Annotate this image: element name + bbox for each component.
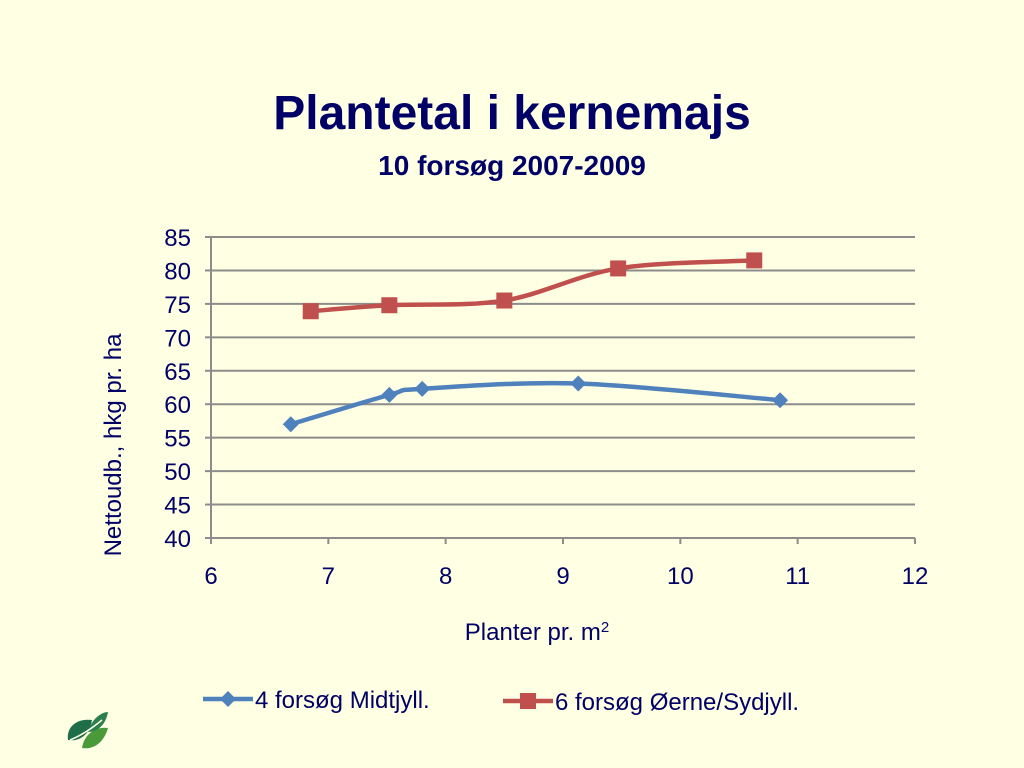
legend-label: 6 forsøg Øerne/Sydjyll.: [555, 689, 799, 716]
y-axis-ticks: 40 45 50 55 60 65 70 75 80 85: [164, 225, 191, 553]
series-2: [302, 252, 763, 320]
data-point: [381, 386, 398, 403]
data-point: [570, 375, 587, 392]
data-point: [381, 297, 398, 314]
slide-title: Plantetal i kernemajs: [273, 87, 751, 140]
x-tick-label: 11: [785, 563, 810, 590]
y-axis-label: Nettoudb., hkg pr. ha: [100, 333, 127, 556]
legend-label: 4 forsøg Midtjyll.: [255, 687, 430, 714]
series-1: [282, 375, 789, 433]
x-axis-label-superscript: 2: [601, 619, 609, 636]
legend: 4 forsøg Midtjyll. 6 forsøg Øerne/Sydjyll…: [203, 687, 799, 716]
x-tick-label: 9: [556, 563, 569, 590]
series-group: [282, 252, 789, 433]
y-tick-label: 80: [164, 258, 191, 285]
y-tick-label: 50: [164, 459, 191, 486]
y-tick-label: 85: [164, 225, 191, 252]
data-point: [302, 303, 319, 320]
y-tick-label: 60: [164, 392, 191, 419]
data-point: [282, 416, 299, 433]
legend-item-2: 6 forsøg Øerne/Sydjyll.: [503, 689, 799, 716]
data-point: [496, 292, 513, 309]
series-line: [290, 380, 781, 427]
x-tick-label: 7: [322, 563, 335, 590]
legend-item-1: 4 forsøg Midtjyll.: [203, 687, 430, 714]
x-axis-label: Planter pr. m2: [465, 619, 609, 647]
y-tick-label: 40: [164, 526, 191, 553]
x-tick-label: 8: [439, 563, 452, 590]
gridlines: [205, 236, 916, 544]
data-point: [414, 380, 431, 397]
legend-marker: [520, 693, 536, 709]
y-tick-label: 70: [164, 325, 191, 352]
y-tick-label: 45: [164, 493, 191, 520]
x-tick-label: 10: [667, 563, 694, 590]
x-tick-label: 12: [902, 563, 929, 590]
leaf-logo-icon: [67, 712, 108, 749]
data-point: [610, 260, 627, 277]
x-axis-ticks: 6 7 8 9 10 11 12: [204, 563, 928, 590]
slide-subtitle: 10 forsøg 2007-2009: [378, 150, 646, 181]
y-tick-label: 65: [164, 359, 191, 386]
y-tick-label: 55: [164, 426, 191, 453]
legend-marker: [220, 691, 236, 707]
data-point: [746, 252, 763, 269]
x-tick-label: 6: [204, 563, 217, 590]
y-tick-label: 75: [164, 292, 191, 319]
data-point: [772, 392, 789, 409]
